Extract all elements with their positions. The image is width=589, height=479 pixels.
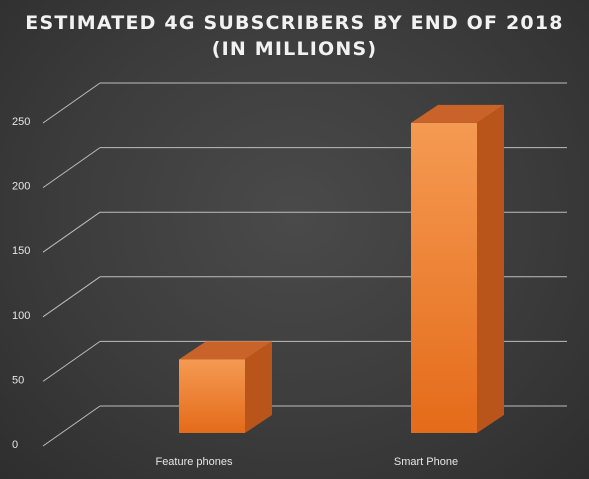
x-tick-label: Smart Phone xyxy=(394,456,458,468)
x-tick-label: Feature phones xyxy=(155,456,233,468)
y-tick-label: 100 xyxy=(12,310,30,322)
gridline-depth xyxy=(42,340,101,382)
gridline-depth xyxy=(42,82,101,124)
chart-title-line-2: (IN MILLIONS) xyxy=(211,38,378,60)
bar-side xyxy=(477,104,504,434)
bar-top xyxy=(411,104,504,123)
gridline-depth xyxy=(42,276,101,318)
gridline-depth xyxy=(42,147,101,189)
y-tick-label: 250 xyxy=(12,116,30,128)
bar xyxy=(179,359,245,433)
chart-title-line-1: ESTIMATED 4G SUBSCRIBERS BY END OF 2018 xyxy=(25,12,564,34)
y-tick-label: 200 xyxy=(12,181,30,193)
bar xyxy=(411,122,477,434)
y-tick-label: 150 xyxy=(12,245,30,257)
gridline-depth xyxy=(42,211,101,253)
bar-top xyxy=(179,341,272,360)
bar-side xyxy=(245,341,272,433)
gridline-depth xyxy=(42,405,101,447)
y-tick-label: 50 xyxy=(12,374,24,386)
y-tick-label: 0 xyxy=(12,439,18,451)
